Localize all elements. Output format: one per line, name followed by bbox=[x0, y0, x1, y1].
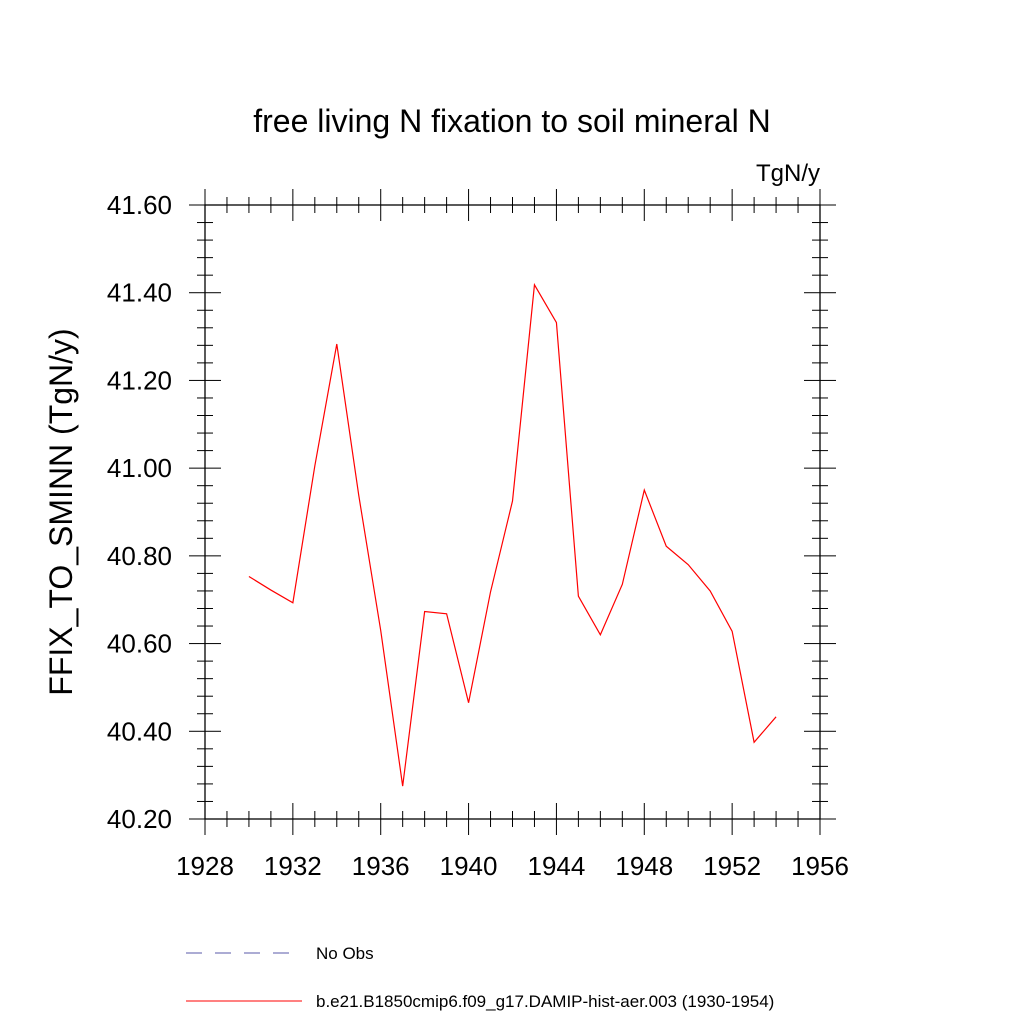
y-tick-labels: 40.20 40.40 40.60 40.80 41.00 41.20 41.40 41.60 bbox=[107, 190, 172, 834]
chart-title: free living N fixation to soil mineral N bbox=[253, 103, 771, 139]
units-label: TgN/y bbox=[756, 160, 820, 187]
plot-frame bbox=[204, 204, 821, 820]
series-group bbox=[248, 282, 777, 787]
x-tick-label: 1956 bbox=[791, 851, 849, 881]
x-tick-label: 1948 bbox=[615, 851, 673, 881]
x-tick-labels: 1928 1932 1936 1940 1944 1948 1952 1956 bbox=[176, 851, 849, 881]
legend: No Obs b.e21.B1850cmip6.f09_g17.DAMIP-hi… bbox=[186, 944, 774, 1011]
series-line-0 bbox=[248, 282, 777, 787]
y-axis-label: FFIX_TO_SMINN (TgN/y) bbox=[43, 328, 79, 695]
x-tick-label: 1932 bbox=[264, 851, 322, 881]
axis-ticks bbox=[189, 189, 836, 835]
y-tick-label: 40.80 bbox=[107, 541, 172, 571]
legend-label-no-obs: No Obs bbox=[316, 944, 374, 963]
x-tick-label: 1940 bbox=[440, 851, 498, 881]
x-tick-label: 1944 bbox=[528, 851, 586, 881]
y-tick-label: 41.00 bbox=[107, 453, 172, 483]
y-tick-label: 40.60 bbox=[107, 629, 172, 659]
y-tick-label: 40.20 bbox=[107, 804, 172, 834]
x-tick-label: 1936 bbox=[352, 851, 410, 881]
x-tick-label: 1952 bbox=[703, 851, 761, 881]
x-tick-label: 1928 bbox=[176, 851, 234, 881]
y-tick-label: 41.60 bbox=[107, 190, 172, 220]
y-tick-label: 40.40 bbox=[107, 716, 172, 746]
legend-label-series: b.e21.B1850cmip6.f09_g17.DAMIP-hist-aer.… bbox=[316, 992, 774, 1011]
y-tick-label: 41.40 bbox=[107, 278, 172, 308]
y-tick-label: 41.20 bbox=[107, 365, 172, 395]
